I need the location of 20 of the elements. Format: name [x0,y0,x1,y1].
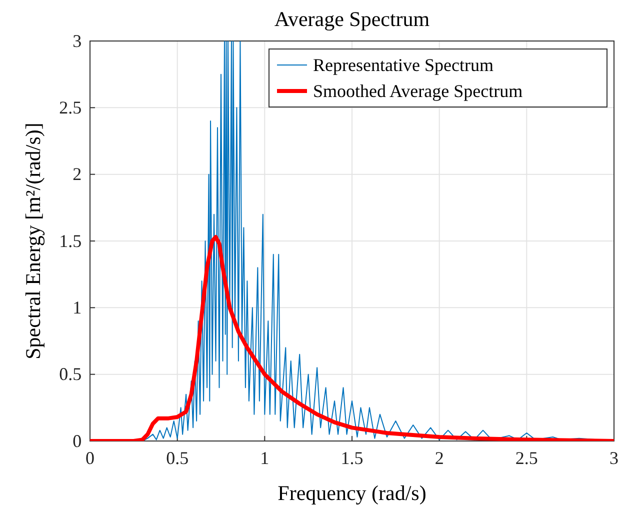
line-series [90,235,614,441]
x-tick-label: 1 [260,448,270,468]
chart-title: Average Spectrum [274,7,430,31]
x-tick-label: 0 [86,448,94,468]
y-tick-label: 0 [72,430,82,451]
x-tick-label: 0.5 [166,448,189,468]
x-tick-label: 2 [434,448,444,468]
y-tick-label: 3 [72,30,82,51]
y-tick-label: 1.5 [59,230,82,251]
y-tick-label: 1 [72,297,82,318]
x-tick-label: 2.5 [515,448,538,468]
y-axis-title: Spectral Energy [m²/(rad/s)] [21,122,45,360]
y-tick-label: 2 [72,164,82,184]
legend-label: Representative Spectrum [313,55,494,75]
legend-label: Smoothed Average Spectrum [313,81,523,101]
x-axis-title: Frequency (rad/s) [278,481,426,505]
x-tick-label: 3 [610,448,618,468]
y-tick-label: 0.5 [59,364,82,384]
x-tick-label: 1.5 [340,448,364,468]
y-tick-label: 2.5 [59,97,82,118]
